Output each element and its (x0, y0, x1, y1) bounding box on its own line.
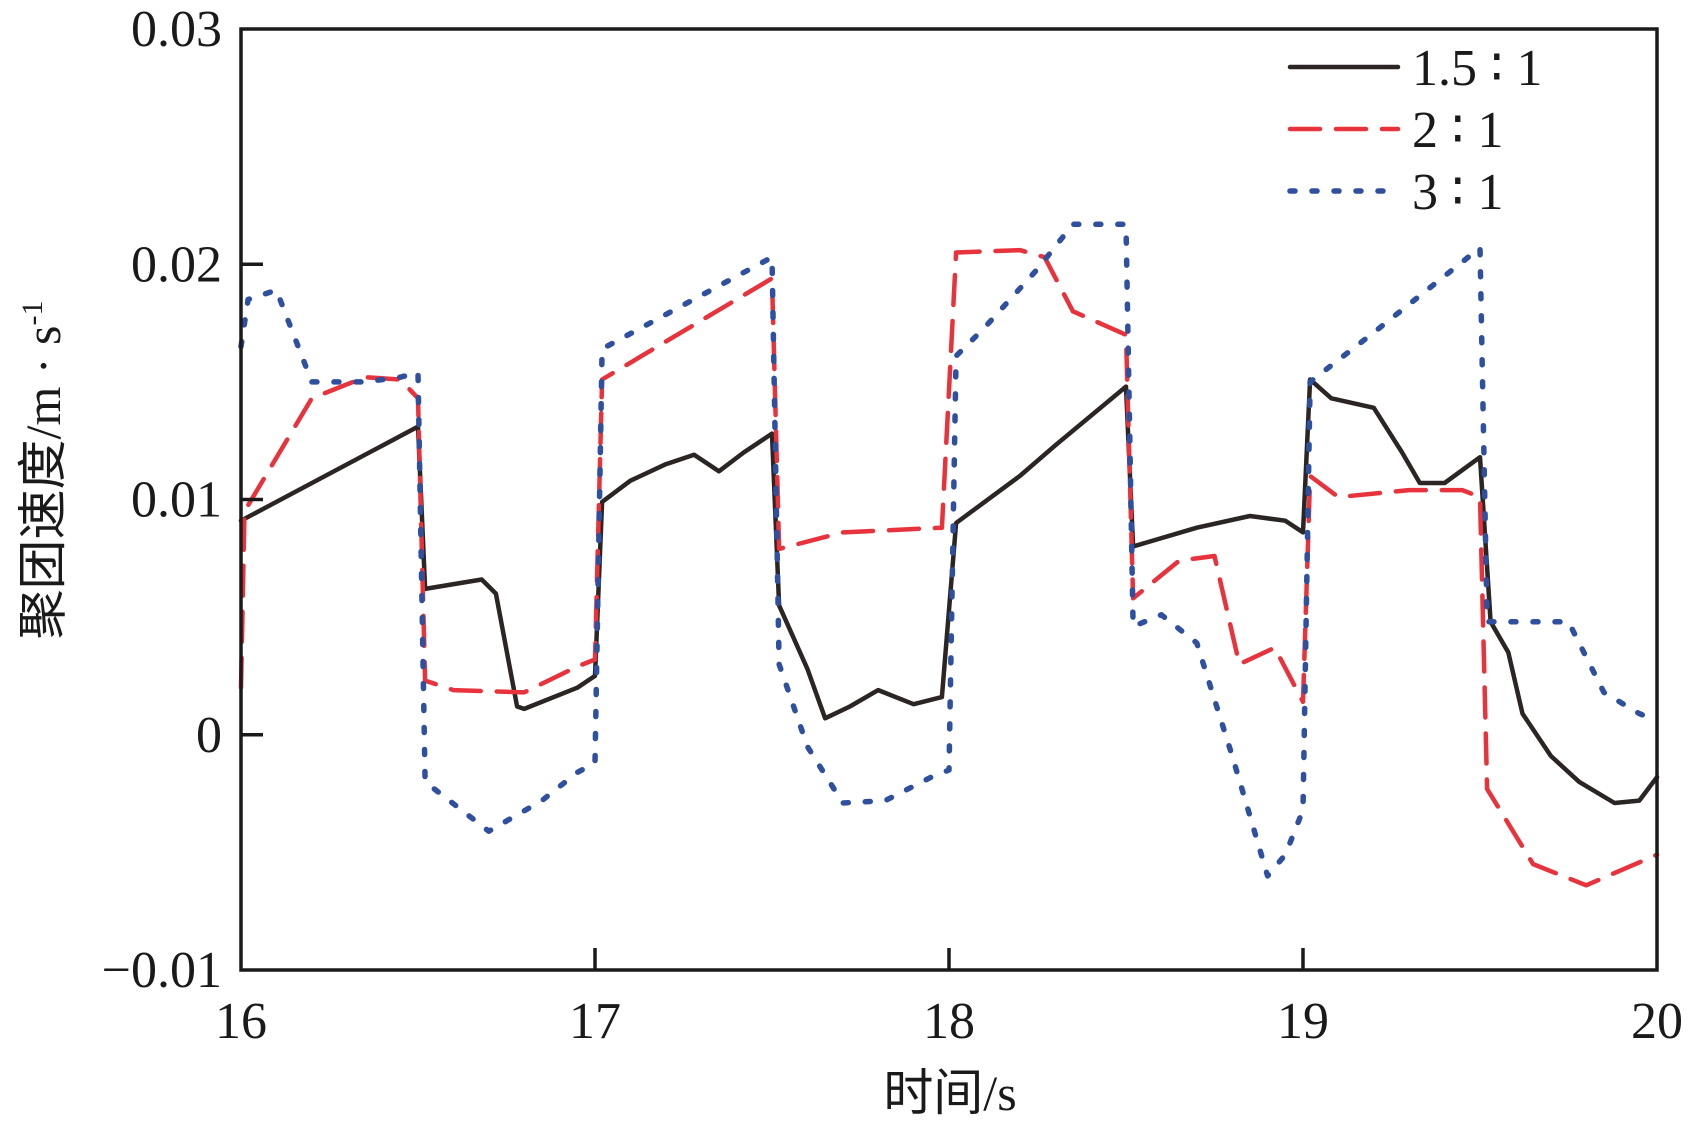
legend-label-2: 2 ∶ 1 (1412, 102, 1504, 159)
ticks-layer: 16 17 18 19 20 −0.01 0 0.01 0.02 0.03 (102, 1, 1683, 1050)
y-tick-label: −0.01 (102, 942, 222, 999)
y-axis-label: 聚团速度/m · s-1 (15, 301, 71, 640)
x-tick-label: 17 (569, 993, 621, 1050)
x-tick-label: 19 (1277, 993, 1329, 1050)
series-layer (238, 221, 1660, 888)
legend: 1.5 ∶ 12 ∶ 13 ∶ 1 (1287, 40, 1543, 221)
y-axis-label-group: 聚团速度/m · s-1 (15, 301, 71, 640)
x-tick-label: 18 (923, 993, 975, 1050)
series-line-3 (238, 221, 1660, 879)
x-tick-label: 16 (215, 993, 267, 1050)
y-tick-label: 0.03 (131, 1, 222, 58)
y-axis-label-superscript: -1 (16, 301, 49, 326)
legend-label-1: 1.5 ∶ 1 (1412, 40, 1543, 97)
y-tick-label: 0 (196, 707, 222, 764)
x-axis-label: 时间/s (883, 1065, 1016, 1121)
series-line-2 (238, 247, 1660, 888)
y-tick-label: 0.01 (131, 472, 222, 529)
y-tick-label: 0.02 (131, 236, 222, 293)
legend-label-3: 3 ∶ 1 (1412, 164, 1504, 221)
series-line-1 (238, 377, 1660, 806)
x-tick-label: 20 (1631, 993, 1683, 1050)
